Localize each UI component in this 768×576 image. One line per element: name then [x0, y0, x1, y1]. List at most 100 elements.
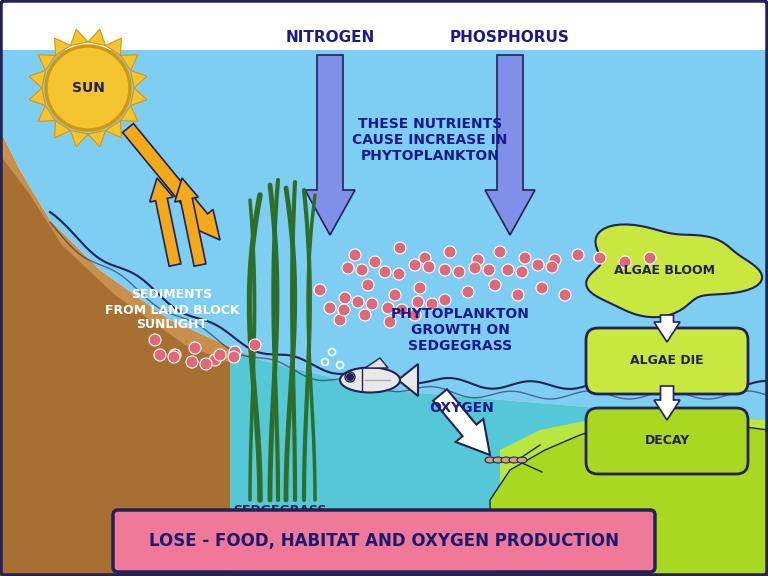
Polygon shape: [365, 358, 388, 368]
Circle shape: [338, 304, 350, 316]
Polygon shape: [71, 131, 88, 147]
Polygon shape: [88, 29, 106, 46]
Circle shape: [393, 268, 405, 280]
Circle shape: [209, 354, 221, 366]
Polygon shape: [29, 88, 45, 105]
Ellipse shape: [517, 457, 527, 463]
Circle shape: [349, 249, 361, 261]
Polygon shape: [150, 178, 181, 266]
Circle shape: [453, 266, 465, 278]
Circle shape: [324, 302, 336, 314]
Polygon shape: [0, 155, 768, 576]
Text: THESE NUTRIENTS
CAUSE INCREASE IN
PHYTOPLANKTON: THESE NUTRIENTS CAUSE INCREASE IN PHYTOP…: [353, 117, 508, 163]
Circle shape: [412, 296, 424, 308]
Text: LOSE - FOOD, HABITAT AND OXYGEN PRODUCTION: LOSE - FOOD, HABITAT AND OXYGEN PRODUCTI…: [149, 532, 619, 550]
Circle shape: [536, 282, 548, 294]
Circle shape: [249, 339, 261, 351]
Polygon shape: [38, 105, 55, 122]
Polygon shape: [121, 105, 138, 122]
Circle shape: [334, 314, 346, 326]
Circle shape: [572, 249, 584, 261]
Circle shape: [169, 349, 181, 361]
Circle shape: [423, 261, 435, 273]
Polygon shape: [71, 29, 88, 46]
Text: SUN: SUN: [71, 81, 104, 95]
Text: ALGAE BLOOM: ALGAE BLOOM: [614, 263, 716, 276]
Circle shape: [369, 256, 381, 268]
Polygon shape: [131, 70, 147, 88]
Circle shape: [462, 286, 474, 298]
Circle shape: [619, 256, 631, 268]
Polygon shape: [131, 88, 147, 105]
Circle shape: [314, 284, 326, 296]
Ellipse shape: [509, 457, 519, 463]
Polygon shape: [500, 415, 768, 576]
Circle shape: [419, 252, 431, 264]
Circle shape: [512, 289, 524, 301]
Circle shape: [444, 246, 456, 258]
Polygon shape: [654, 386, 680, 420]
Polygon shape: [433, 389, 490, 455]
Polygon shape: [490, 415, 768, 576]
Circle shape: [549, 254, 561, 266]
Ellipse shape: [493, 457, 503, 463]
Circle shape: [366, 298, 378, 310]
Text: ALGAE DIE: ALGAE DIE: [631, 354, 703, 367]
Circle shape: [472, 254, 484, 266]
Circle shape: [394, 242, 406, 254]
Circle shape: [439, 294, 451, 306]
Polygon shape: [0, 130, 768, 576]
Circle shape: [384, 316, 396, 328]
Circle shape: [186, 356, 198, 368]
Circle shape: [382, 302, 394, 314]
Text: OXYGEN: OXYGEN: [429, 401, 495, 415]
Circle shape: [409, 259, 421, 271]
Ellipse shape: [501, 457, 511, 463]
Text: NITROGEN: NITROGEN: [286, 31, 375, 46]
Ellipse shape: [485, 457, 495, 463]
Text: DECAY: DECAY: [644, 434, 690, 448]
Polygon shape: [29, 70, 45, 88]
Polygon shape: [88, 131, 106, 147]
Circle shape: [359, 309, 371, 321]
Circle shape: [356, 264, 368, 276]
Polygon shape: [654, 315, 680, 342]
Polygon shape: [123, 124, 220, 240]
Circle shape: [149, 334, 161, 346]
Circle shape: [346, 373, 354, 381]
Polygon shape: [398, 364, 418, 396]
Circle shape: [644, 252, 656, 264]
Circle shape: [414, 282, 426, 294]
Circle shape: [154, 349, 166, 361]
Circle shape: [489, 279, 501, 291]
Circle shape: [439, 264, 451, 276]
Circle shape: [469, 262, 481, 274]
Ellipse shape: [340, 367, 400, 392]
Circle shape: [494, 246, 506, 258]
Polygon shape: [55, 120, 71, 138]
FancyBboxPatch shape: [113, 510, 655, 572]
Circle shape: [409, 309, 421, 321]
Circle shape: [389, 289, 401, 301]
FancyBboxPatch shape: [586, 328, 748, 394]
Polygon shape: [586, 225, 762, 317]
Circle shape: [46, 46, 130, 130]
Polygon shape: [106, 120, 121, 138]
Text: PHYTOPLANKTON
GROWTH ON
SEDGEGRASS: PHYTOPLANKTON GROWTH ON SEDGEGRASS: [391, 307, 529, 353]
Polygon shape: [38, 55, 55, 70]
Text: SEDGEGRASS: SEDGEGRASS: [233, 503, 326, 517]
Text: PHOSPHORUS: PHOSPHORUS: [450, 31, 570, 46]
Circle shape: [502, 264, 514, 276]
Circle shape: [342, 262, 354, 274]
Polygon shape: [0, 50, 768, 420]
Circle shape: [546, 261, 558, 273]
Polygon shape: [305, 55, 355, 235]
Circle shape: [396, 304, 408, 316]
Circle shape: [352, 296, 364, 308]
Circle shape: [426, 298, 438, 310]
Polygon shape: [121, 55, 138, 70]
Circle shape: [594, 252, 606, 264]
Circle shape: [362, 279, 374, 291]
Polygon shape: [174, 178, 206, 266]
Circle shape: [339, 292, 351, 304]
